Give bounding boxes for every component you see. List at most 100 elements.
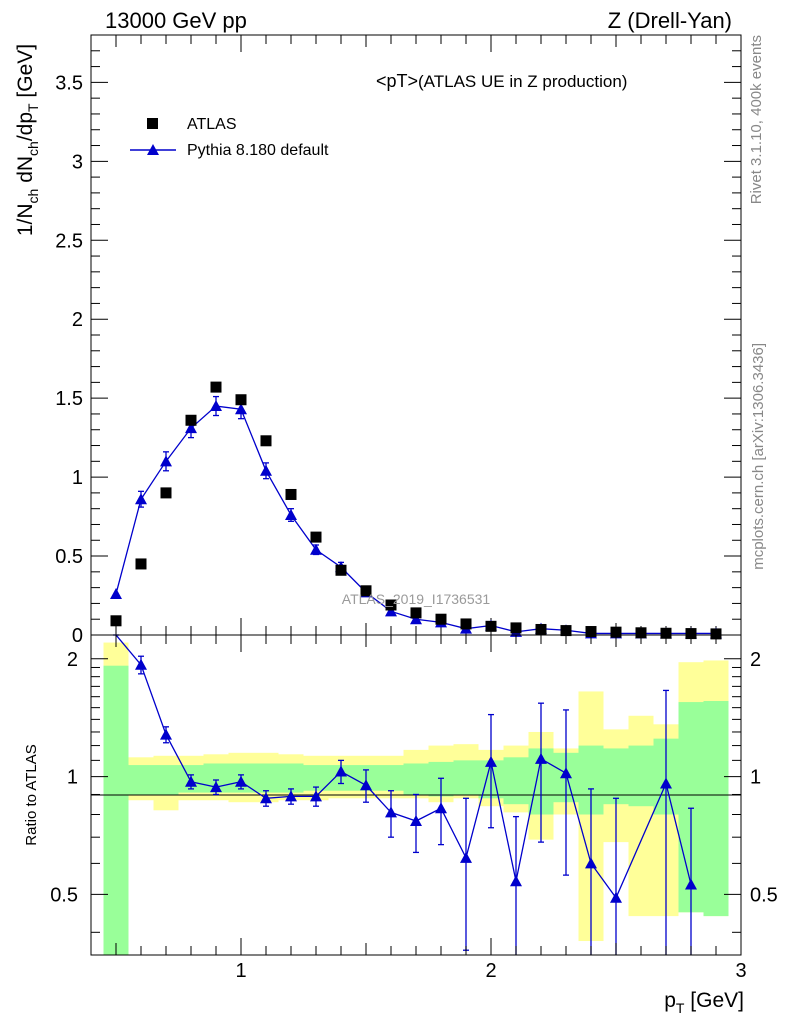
ylabel-part-e: /dp	[14, 112, 37, 141]
main-data-point	[410, 607, 422, 619]
x-axis-label: pT [GeV]	[664, 989, 744, 1016]
ratio-stat-band	[153, 765, 179, 795]
ratio-mc-point	[235, 775, 247, 787]
legend-data-marker	[147, 118, 158, 129]
analysis-watermark: ATLAS_2019_I1736531	[342, 591, 491, 607]
ratio-mc-point	[510, 875, 522, 887]
main-mc-point	[210, 400, 222, 412]
ratio-mc-point	[335, 765, 347, 777]
main-data-point	[710, 628, 722, 640]
main-data-series	[110, 381, 722, 640]
ratio-uncertainty-bands	[103, 642, 729, 955]
xlabel-part-a: p	[664, 989, 676, 1012]
ratio-mc-point	[560, 767, 572, 779]
main-y-tick-label: 1.5	[55, 388, 83, 410]
main-data-point	[435, 613, 447, 625]
ratio-mc-point	[185, 775, 197, 787]
ratio-mc-point	[260, 792, 272, 804]
ratio-y-tick-label-right: 2	[750, 649, 761, 671]
ylabel-part-c: dN	[14, 156, 37, 189]
main-data-point	[135, 558, 147, 570]
legend-mc-label: Pythia 8.180 default	[187, 142, 329, 159]
header-energy-label: 13000 GeV pp	[105, 8, 247, 33]
ratio-mc-point	[310, 790, 322, 802]
main-data-point	[260, 435, 272, 447]
main-data-point	[235, 394, 247, 406]
main-y-tick-labels: 0 0.5 1 1.5 2 2.5 3 3.5	[55, 72, 83, 647]
main-mc-point	[285, 509, 297, 520]
ratio-mc-point	[210, 781, 222, 793]
ratio-stat-band	[703, 700, 729, 917]
main-data-point	[110, 615, 122, 627]
ratio-mc-point	[135, 658, 147, 670]
ratio-frame	[90, 634, 742, 956]
main-data-point	[485, 620, 497, 632]
ratio-mc-point	[535, 752, 547, 764]
ratio-stat-band	[603, 748, 629, 805]
ylabel-part-a: 1/N	[14, 203, 37, 236]
xlabel-part-c: [GeV]	[684, 989, 744, 1012]
ratio-stat-band	[628, 745, 654, 807]
ratio-stat-band	[278, 763, 304, 793]
ylabel-part-f: T	[25, 103, 41, 112]
ratio-ticks	[91, 635, 741, 955]
ratio-tick-labels: 0.5 0.5 1 1 2 2 1 2 3	[50, 649, 778, 982]
main-y-tick-label: 0.5	[55, 546, 83, 568]
main-mc-point	[260, 464, 272, 476]
ratio-y-tick-label-left: 2	[67, 649, 78, 671]
main-data-point	[310, 531, 322, 543]
main-y-tick-label: 3	[72, 151, 83, 173]
x-tick-label: 1	[235, 960, 246, 982]
main-y-tick-label: 2	[72, 309, 83, 331]
main-y-tick-label: 1	[72, 467, 83, 489]
mcplots-label: mcplots.cern.ch [arXiv:1306.3436]	[750, 343, 767, 570]
ratio-mc-point	[610, 891, 622, 903]
main-data-point	[510, 622, 522, 634]
ratio-stat-band	[128, 765, 154, 795]
x-tick-label: 3	[735, 960, 746, 982]
xlabel-part-b: T	[676, 1000, 685, 1016]
main-data-point	[635, 627, 647, 639]
main-mc-point	[135, 493, 147, 505]
ratio-stat-band	[253, 763, 279, 793]
main-y-tick-label: 0	[72, 625, 83, 647]
main-y-tick-label: 3.5	[55, 72, 83, 94]
ratio-mc-point	[485, 755, 497, 767]
legend-data-label: ATLAS	[187, 116, 237, 133]
ratio-y-tick-label-left: 1	[67, 767, 78, 789]
main-data-point	[535, 623, 547, 635]
main-mc-point	[310, 543, 322, 555]
main-mc-point	[185, 422, 197, 434]
main-data-point	[560, 625, 572, 637]
ratio-stat-band	[378, 765, 404, 791]
main-data-point	[585, 626, 597, 638]
main-data-point	[360, 585, 372, 597]
main-data-point	[385, 599, 397, 611]
x-tick-label: 2	[485, 960, 496, 982]
main-y-tick-label: 2.5	[55, 230, 83, 252]
ratio-mc-series	[113, 634, 697, 955]
ratio-mc-point	[660, 777, 672, 789]
main-data-point	[210, 381, 222, 393]
ratio-mc-point	[385, 806, 397, 818]
header-process-label: Z (Drell-Yan)	[608, 8, 732, 33]
main-mc-point	[410, 613, 422, 625]
ratio-mc-point	[685, 878, 697, 890]
ratio-y-tick-label-right: 1	[750, 767, 761, 789]
ylabel-part-g: [GeV]	[14, 44, 37, 104]
main-data-point	[160, 487, 172, 499]
ylabel-part-b: ch	[25, 189, 41, 204]
main-mc-point	[235, 403, 247, 415]
main-data-point	[285, 488, 297, 500]
ratio-y-axis-label: Ratio to ATLAS	[23, 744, 40, 845]
main-data-point	[185, 414, 197, 426]
rivet-version-label: Rivet 3.1.10, 400k events	[748, 35, 765, 204]
ratio-stat-band	[403, 763, 429, 795]
main-data-point	[685, 628, 697, 640]
legend: ATLAS Pythia 8.180 default	[130, 116, 329, 159]
main-mc-point	[110, 587, 122, 599]
ylabel-part-d: ch	[25, 141, 41, 156]
main-title: <pT>	[376, 71, 418, 91]
main-subtitle: (ATLAS UE in Z production)	[418, 72, 627, 91]
